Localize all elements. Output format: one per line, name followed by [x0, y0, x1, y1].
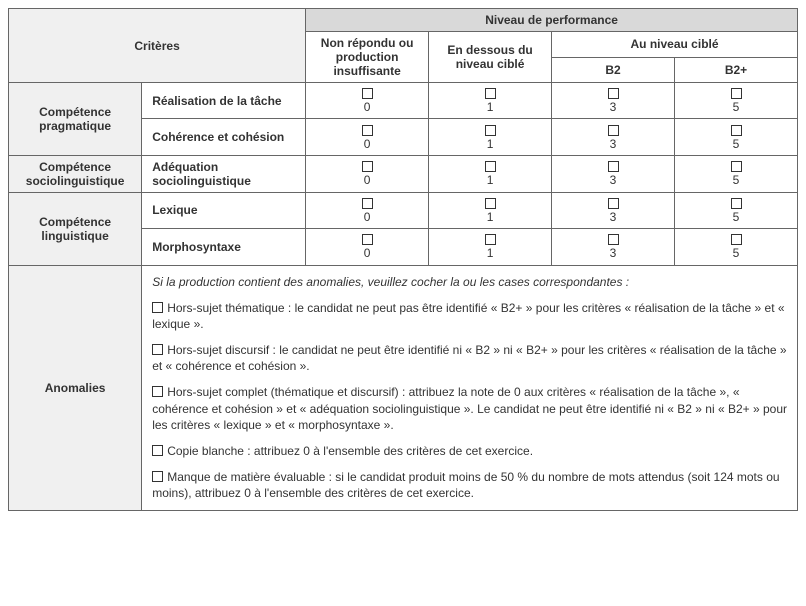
header-col1: Non répondu ou production insuffisante — [306, 32, 429, 83]
score-value: 1 — [435, 174, 545, 187]
criterion-label: Lexique — [142, 192, 306, 228]
score-value: 1 — [435, 247, 545, 260]
rubric-table: Critères Niveau de performance Non répon… — [8, 8, 798, 511]
score-checkbox[interactable] — [485, 161, 496, 172]
anomaly-checkbox[interactable] — [152, 386, 163, 397]
score-checkbox[interactable] — [608, 161, 619, 172]
score-checkbox[interactable] — [362, 198, 373, 209]
score-cell: 5 — [675, 119, 798, 155]
score-value: 0 — [312, 211, 422, 224]
header-niveau: Niveau de performance — [306, 9, 798, 32]
anomaly-checkbox[interactable] — [152, 302, 163, 313]
anomalies-label: Anomalies — [9, 265, 142, 510]
criterion-label: Adéquation sociolinguistique — [142, 155, 306, 192]
header-col2: En dessous du niveau ciblé — [429, 32, 552, 83]
score-value: 0 — [312, 138, 422, 151]
anomaly-text: Hors-sujet thématique : le candidat ne p… — [152, 301, 784, 331]
score-cell: 5 — [675, 229, 798, 265]
score-cell: 1 — [429, 229, 552, 265]
score-value: 0 — [312, 174, 422, 187]
header-col3: B2 — [552, 57, 675, 83]
score-value: 1 — [435, 211, 545, 224]
score-checkbox[interactable] — [485, 234, 496, 245]
table-row: Compétence sociolinguistiqueAdéquation s… — [9, 155, 798, 192]
criterion-label: Réalisation de la tâche — [142, 83, 306, 119]
anomaly-item: Hors-sujet discursif : le candidat ne pe… — [152, 342, 787, 374]
score-checkbox[interactable] — [485, 125, 496, 136]
score-value: 5 — [681, 101, 791, 114]
score-checkbox[interactable] — [362, 234, 373, 245]
anomaly-item: Hors-sujet complet (thématique et discur… — [152, 384, 787, 433]
score-cell: 3 — [552, 229, 675, 265]
score-checkbox[interactable] — [608, 88, 619, 99]
table-row: Compétence pragmatiqueRéalisation de la … — [9, 83, 798, 119]
score-checkbox[interactable] — [362, 161, 373, 172]
score-checkbox[interactable] — [485, 88, 496, 99]
anomalies-body: Si la production contient des anomalies,… — [142, 265, 798, 510]
score-value: 0 — [312, 101, 422, 114]
score-value: 3 — [558, 211, 668, 224]
score-value: 1 — [435, 138, 545, 151]
anomalies-row: Anomalies Si la production contient des a… — [9, 265, 798, 510]
score-cell: 3 — [552, 119, 675, 155]
score-cell: 3 — [552, 155, 675, 192]
score-cell: 0 — [306, 119, 429, 155]
score-value: 5 — [681, 138, 791, 151]
score-cell: 1 — [429, 192, 552, 228]
anomaly-text: Copie blanche : attribuez 0 à l'ensemble… — [167, 444, 533, 458]
score-cell: 1 — [429, 119, 552, 155]
score-value: 3 — [558, 247, 668, 260]
criterion-label: Cohérence et cohésion — [142, 119, 306, 155]
score-checkbox[interactable] — [362, 88, 373, 99]
header-col4: B2+ — [675, 57, 798, 83]
score-checkbox[interactable] — [608, 198, 619, 209]
score-cell: 5 — [675, 155, 798, 192]
header-criteres: Critères — [9, 9, 306, 83]
score-checkbox[interactable] — [731, 88, 742, 99]
anomalies-intro: Si la production contient des anomalies,… — [152, 274, 787, 290]
header-col34: Au niveau ciblé — [552, 32, 798, 58]
score-value: 5 — [681, 211, 791, 224]
criterion-label: Morphosyntaxe — [142, 229, 306, 265]
score-cell: 5 — [675, 83, 798, 119]
score-cell: 1 — [429, 155, 552, 192]
score-value: 5 — [681, 247, 791, 260]
score-cell: 0 — [306, 229, 429, 265]
score-cell: 3 — [552, 83, 675, 119]
anomaly-item: Manque de matière évaluable : si le cand… — [152, 469, 787, 501]
score-value: 0 — [312, 247, 422, 260]
anomaly-text: Hors-sujet discursif : le candidat ne pe… — [152, 343, 786, 373]
table-row: Compétence linguistiqueLexique0135 — [9, 192, 798, 228]
score-cell: 1 — [429, 83, 552, 119]
anomaly-checkbox[interactable] — [152, 344, 163, 355]
score-checkbox[interactable] — [731, 234, 742, 245]
score-cell: 3 — [552, 192, 675, 228]
anomaly-checkbox[interactable] — [152, 471, 163, 482]
score-value: 3 — [558, 138, 668, 151]
score-checkbox[interactable] — [485, 198, 496, 209]
score-value: 3 — [558, 174, 668, 187]
anomaly-checkbox[interactable] — [152, 445, 163, 456]
competence-label: Compétence linguistique — [9, 192, 142, 265]
anomaly-text: Hors-sujet complet (thématique et discur… — [152, 385, 787, 431]
score-checkbox[interactable] — [362, 125, 373, 136]
competence-label: Compétence pragmatique — [9, 83, 142, 156]
competence-label: Compétence sociolinguistique — [9, 155, 142, 192]
score-cell: 0 — [306, 83, 429, 119]
score-cell: 5 — [675, 192, 798, 228]
score-checkbox[interactable] — [731, 198, 742, 209]
score-checkbox[interactable] — [731, 161, 742, 172]
score-cell: 0 — [306, 155, 429, 192]
score-checkbox[interactable] — [608, 125, 619, 136]
anomaly-text: Manque de matière évaluable : si le cand… — [152, 470, 779, 500]
score-checkbox[interactable] — [608, 234, 619, 245]
score-value: 5 — [681, 174, 791, 187]
score-checkbox[interactable] — [731, 125, 742, 136]
anomaly-item: Hors-sujet thématique : le candidat ne p… — [152, 300, 787, 332]
anomaly-item: Copie blanche : attribuez 0 à l'ensemble… — [152, 443, 787, 459]
score-value: 1 — [435, 101, 545, 114]
score-value: 3 — [558, 101, 668, 114]
score-cell: 0 — [306, 192, 429, 228]
